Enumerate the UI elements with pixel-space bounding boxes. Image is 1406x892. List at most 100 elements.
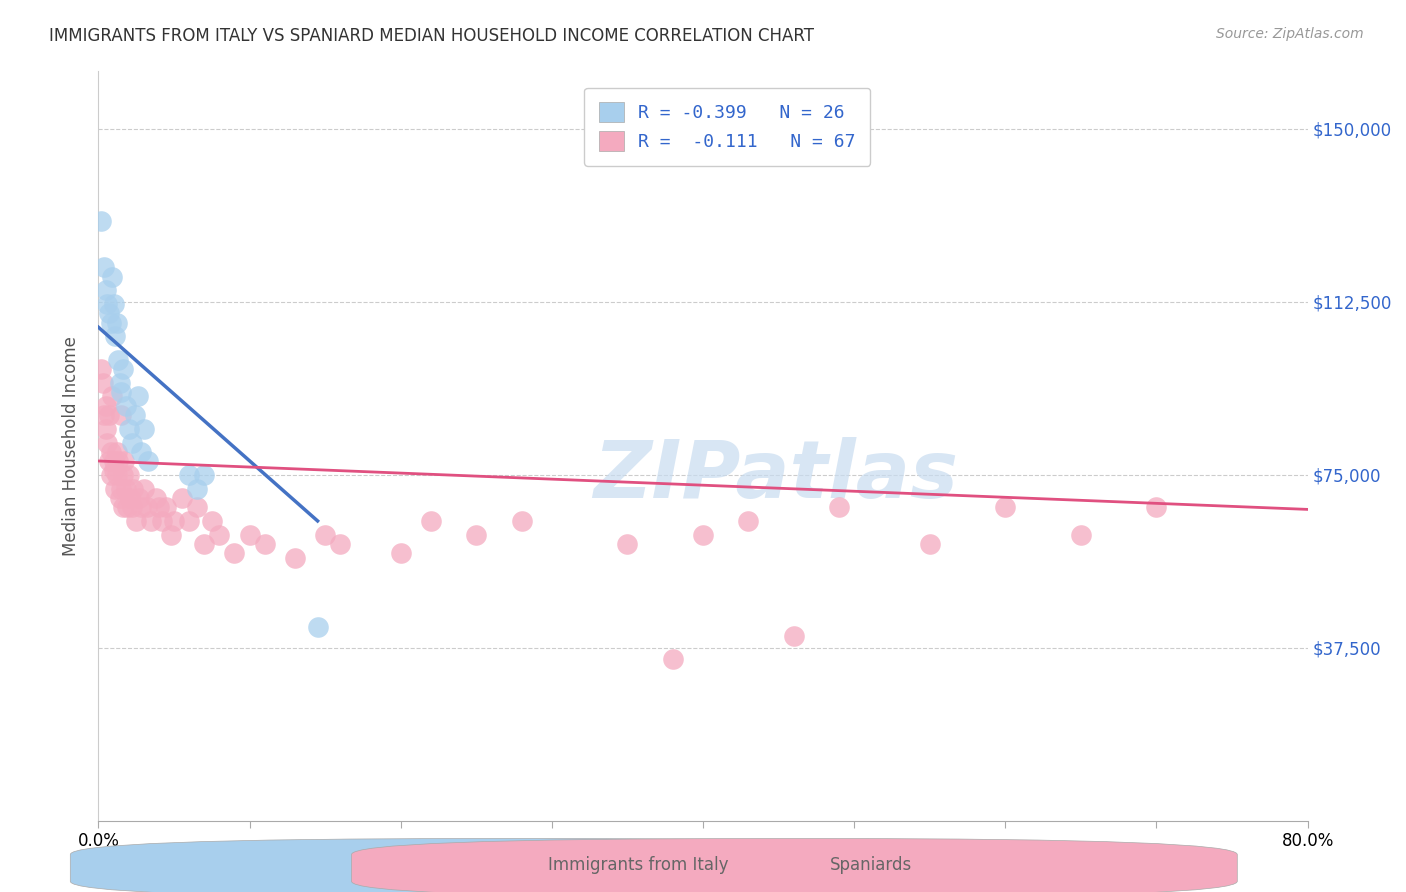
Point: [104, 482, 127, 496]
Point: [135, 500, 157, 514]
Point: [90, 361, 112, 376]
Point: [179, 514, 201, 528]
Text: ZIPatlas: ZIPatlas: [593, 437, 957, 515]
Point: [389, 546, 412, 560]
Point: [465, 528, 488, 542]
Point: [101, 269, 124, 284]
FancyBboxPatch shape: [352, 838, 1237, 892]
Point: [136, 454, 159, 468]
Point: [737, 514, 759, 528]
Point: [94, 399, 117, 413]
Point: [120, 491, 142, 505]
Point: [105, 467, 128, 482]
Point: [121, 435, 143, 450]
Point: [208, 528, 231, 542]
Point: [1144, 500, 1167, 514]
Point: [692, 528, 714, 542]
Text: Source: ZipAtlas.com: Source: ZipAtlas.com: [1216, 27, 1364, 41]
Point: [124, 408, 146, 422]
Point: [100, 316, 122, 330]
Point: [510, 514, 533, 528]
Point: [114, 482, 136, 496]
Point: [94, 284, 117, 298]
Point: [1070, 528, 1092, 542]
Point: [91, 376, 114, 390]
Point: [186, 500, 208, 514]
Point: [155, 500, 177, 514]
Point: [121, 500, 143, 514]
Text: Spaniards: Spaniards: [830, 856, 911, 874]
Point: [96, 435, 118, 450]
Point: [224, 546, 246, 560]
Point: [307, 620, 329, 634]
Point: [132, 482, 155, 496]
Point: [148, 500, 170, 514]
Point: [98, 306, 121, 320]
Point: [122, 482, 145, 496]
Point: [141, 514, 163, 528]
Point: [94, 422, 117, 436]
Point: [110, 408, 132, 422]
Point: [284, 550, 307, 565]
Point: [111, 467, 134, 482]
Point: [112, 454, 135, 468]
Point: [193, 537, 215, 551]
Point: [118, 422, 141, 436]
Point: [100, 444, 122, 458]
Point: [98, 408, 121, 422]
Point: [239, 528, 262, 542]
Point: [104, 329, 127, 343]
Point: [129, 500, 152, 514]
Point: [98, 454, 121, 468]
Point: [150, 514, 173, 528]
Point: [103, 454, 125, 468]
Point: [93, 260, 115, 275]
Point: [994, 500, 1017, 514]
Point: [186, 482, 208, 496]
Point: [616, 537, 638, 551]
Point: [918, 537, 941, 551]
Point: [90, 214, 112, 228]
Point: [105, 444, 128, 458]
Y-axis label: Median Household Income: Median Household Income: [62, 336, 80, 556]
Text: Immigrants from Italy: Immigrants from Italy: [548, 856, 728, 874]
Point: [127, 389, 149, 403]
Point: [114, 399, 136, 413]
Point: [103, 297, 125, 311]
Point: [329, 537, 352, 551]
Point: [828, 500, 851, 514]
Point: [110, 482, 132, 496]
Point: [201, 514, 224, 528]
Point: [118, 467, 141, 482]
Point: [108, 376, 131, 390]
Point: [108, 491, 131, 505]
Point: [163, 514, 186, 528]
Text: IMMIGRANTS FROM ITALY VS SPANIARD MEDIAN HOUSEHOLD INCOME CORRELATION CHART: IMMIGRANTS FROM ITALY VS SPANIARD MEDIAN…: [49, 27, 814, 45]
Point: [128, 491, 150, 505]
Point: [110, 384, 132, 399]
Point: [160, 528, 183, 542]
Point: [132, 422, 155, 436]
Point: [129, 444, 152, 458]
Point: [314, 528, 336, 542]
Point: [170, 491, 193, 505]
Point: [783, 629, 806, 643]
Point: [420, 514, 443, 528]
Point: [253, 537, 276, 551]
Point: [179, 467, 201, 482]
Point: [125, 514, 148, 528]
Point: [145, 491, 167, 505]
Point: [100, 467, 122, 482]
Point: [193, 467, 215, 482]
Point: [101, 389, 124, 403]
Point: [105, 316, 128, 330]
Legend: R = -0.399   N = 26, R =  -0.111   N = 67: R = -0.399 N = 26, R = -0.111 N = 67: [583, 88, 870, 166]
Point: [115, 500, 138, 514]
Point: [93, 408, 115, 422]
Point: [111, 361, 134, 376]
Point: [103, 463, 125, 477]
Point: [107, 352, 129, 367]
Point: [661, 652, 683, 666]
FancyBboxPatch shape: [70, 838, 956, 892]
Point: [96, 297, 118, 311]
